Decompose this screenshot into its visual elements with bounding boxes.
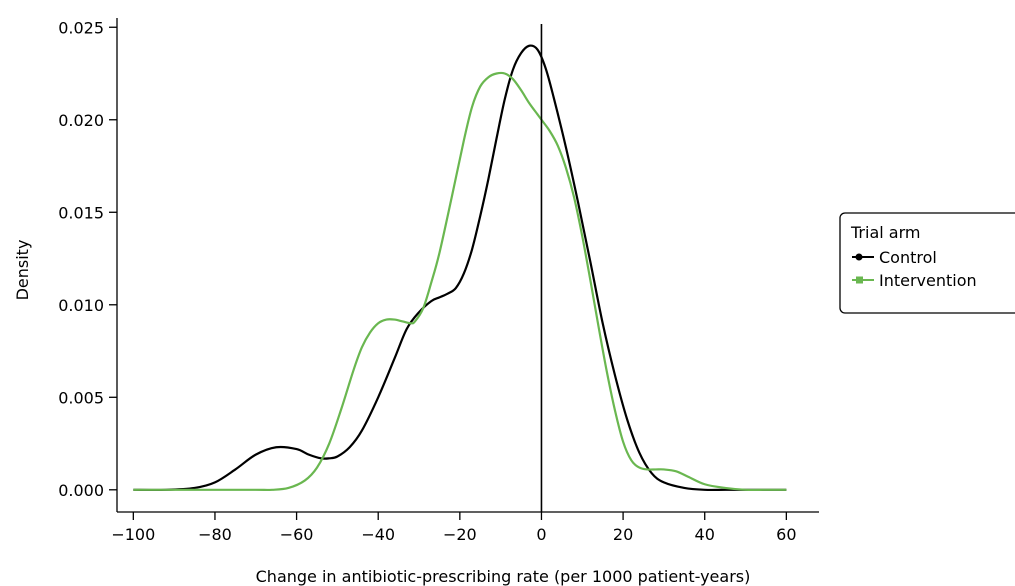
legend-label-control: Control [879,248,937,267]
series-line-control [133,44,787,492]
x-tick-label: 40 [695,525,715,544]
y-tick-label: 0.015 [58,203,104,222]
series-line-intervention [133,71,787,492]
legend-marker-intervention [856,276,863,284]
x-tick-label: −80 [198,525,232,544]
x-tick-label: 20 [613,525,633,544]
y-tick-label: 0.010 [58,296,104,315]
x-axis-title: Change in antibiotic-prescribing rate (p… [256,567,751,586]
y-axis-title: Density [13,240,32,301]
legend-label-intervention: Intervention [879,271,977,290]
legend-box [839,212,1015,314]
legend-items: Control Intervention [852,248,977,290]
x-tick-label: −100 [111,525,155,544]
plot-area [133,24,787,512]
legend-marker-control [855,253,863,261]
legend-title: Trial arm [850,223,920,242]
x-tick-label: −60 [280,525,314,544]
legend: Trial arm Control Intervention [839,212,1015,314]
x-tick-label: −20 [443,525,477,544]
x-tick-label: 0 [536,525,546,544]
y-tick-label: 0.025 [58,18,104,37]
axes: 0.000 0.005 0.010 0.015 0.020 0.025 −100 −80 −60… [58,18,819,544]
y-tick-label: 0.000 [58,481,104,500]
x-tick-label: 60 [776,525,796,544]
y-tick-label: 0.020 [58,111,104,130]
x-tick-label: −40 [361,525,395,544]
y-tick-label: 0.005 [58,388,104,407]
